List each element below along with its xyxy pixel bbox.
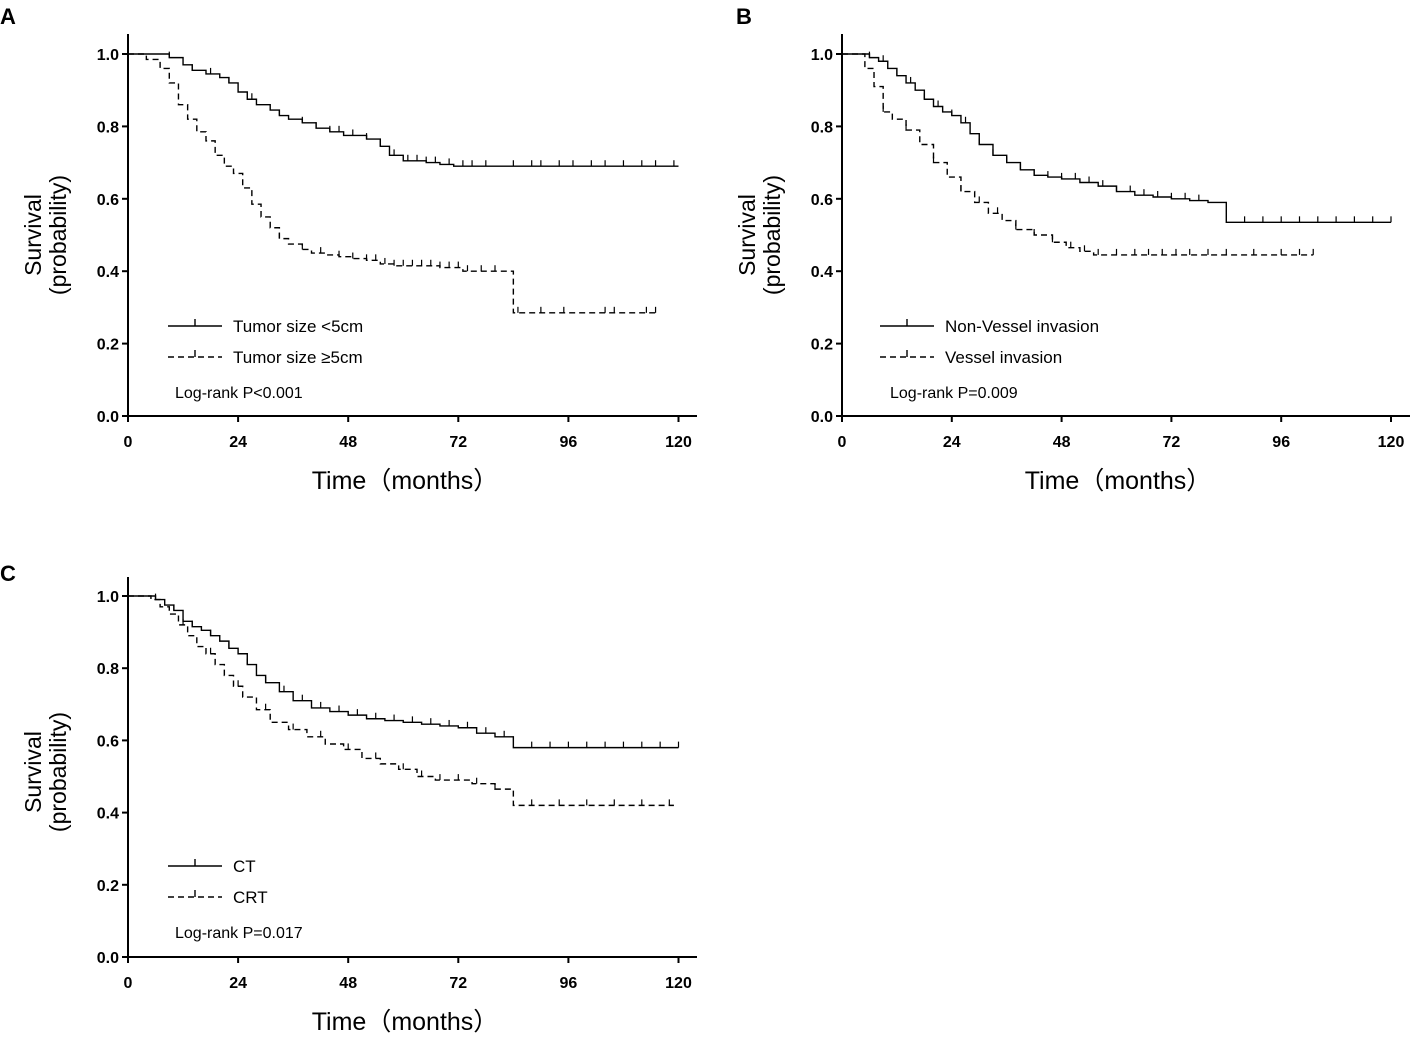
y-axis-label-line1: Survival (734, 194, 760, 276)
panel-c: C 0.0 0.2 0.4 0.6 0.8 1.0 0 24 48 72 96 120 Surviv… (0, 561, 697, 1036)
y-tick-label: 0.4 (97, 806, 119, 823)
km-curve-tumor-size-5cm (128, 53, 656, 314)
survival-curves (128, 593, 680, 807)
panel-b: B 0.0 0.2 0.4 0.6 0.8 1.0 0 24 48 72 96 120 Surviv… (734, 4, 1410, 495)
y-axis-label-line1: Survival (20, 731, 46, 813)
x-tick-label: 120 (1378, 434, 1405, 451)
y-tick-label: 0.0 (97, 950, 119, 967)
y-axis-label-line2: (probability) (45, 175, 71, 295)
legend-sample-tumor-size-ge5 (168, 350, 222, 358)
panel-a: A 0.0 0.2 0.4 0.6 0.8 1.0 0 24 48 72 96 120 Surviv… (0, 4, 697, 495)
y-tick-label: 0.6 (97, 733, 119, 750)
y-ticks: 0.0 0.2 0.4 0.6 0.8 1.0 (97, 589, 128, 967)
legend-label-crt: CRT (233, 888, 268, 907)
x-ticks: 0 24 48 72 96 120 (124, 416, 692, 451)
panel-letter: A (0, 4, 16, 29)
y-tick-label: 0.8 (97, 119, 119, 136)
x-tick-label: 24 (229, 434, 247, 451)
x-axis-label: Time（months） (312, 467, 499, 495)
legend-sample-vessel-invasion (880, 350, 934, 358)
survival-curves (842, 51, 1392, 256)
panel-letter: B (736, 4, 752, 29)
y-tick-label: 0.8 (97, 661, 119, 678)
x-tick-label: 0 (124, 434, 133, 451)
y-axis-label-line2: (probability) (759, 175, 785, 295)
log-rank-p-value: Log-rank P=0.017 (175, 925, 303, 942)
y-tick-label: 0.8 (811, 119, 833, 136)
log-rank-p-value: Log-rank P<0.001 (175, 385, 303, 402)
y-tick-label: 1.0 (97, 47, 119, 64)
y-axis-label: Survival (probability) (20, 175, 71, 295)
x-tick-label: 96 (560, 975, 578, 992)
y-tick-label: 1.0 (97, 589, 119, 606)
x-tick-label: 0 (124, 975, 133, 992)
y-tick-label: 0.6 (811, 192, 833, 209)
legend-sample-ct (168, 859, 222, 867)
legend-sample-tumor-size-lt5 (168, 319, 222, 327)
x-axis-label: Time（months） (312, 1008, 499, 1036)
x-tick-label: 72 (449, 975, 467, 992)
y-tick-label: 0.2 (97, 878, 119, 895)
x-ticks: 0 24 48 72 96 120 (838, 416, 1405, 451)
y-axis-label: Survival (probability) (20, 712, 71, 832)
y-tick-label: 0.0 (811, 409, 833, 426)
x-tick-label: 96 (1272, 434, 1290, 451)
legend-sample-crt (168, 890, 222, 898)
km-curve-crt (128, 595, 674, 807)
x-tick-label: 72 (449, 434, 467, 451)
legend: Tumor size <5cm Tumor size ≥5cm (168, 317, 363, 367)
y-tick-label: 0.4 (97, 264, 119, 281)
legend-sample-non-vessel-invasion (880, 319, 934, 327)
x-tick-label: 72 (1163, 434, 1181, 451)
x-axis-label: Time（months） (1025, 467, 1212, 495)
x-tick-label: 120 (665, 434, 692, 451)
x-tick-label: 24 (229, 975, 247, 992)
legend-label-tumor-size-ge5: Tumor size ≥5cm (233, 348, 363, 367)
y-tick-label: 0.6 (97, 192, 119, 209)
legend: CT CRT (168, 857, 268, 907)
legend-label-vessel-invasion: Vessel invasion (945, 348, 1062, 367)
y-axis-label: Survival (probability) (734, 175, 785, 295)
legend-label-ct: CT (233, 857, 256, 876)
legend-label-non-vessel-invasion: Non-Vessel invasion (945, 317, 1099, 336)
panel-letter: C (0, 561, 16, 586)
y-axis-label-line2: (probability) (45, 712, 71, 832)
x-tick-label: 24 (943, 434, 961, 451)
x-ticks: 0 24 48 72 96 120 (124, 957, 692, 992)
y-tick-label: 1.0 (811, 47, 833, 64)
x-tick-label: 48 (339, 434, 357, 451)
y-ticks: 0.0 0.2 0.4 0.6 0.8 1.0 (97, 47, 128, 426)
log-rank-p-value: Log-rank P=0.009 (890, 385, 1018, 402)
y-tick-label: 0.0 (97, 409, 119, 426)
y-tick-label: 0.4 (811, 264, 833, 281)
legend: Non-Vessel invasion Vessel invasion (880, 317, 1099, 367)
y-tick-label: 0.2 (97, 337, 119, 354)
x-tick-label: 48 (1053, 434, 1071, 451)
x-tick-label: 48 (339, 975, 357, 992)
y-ticks: 0.0 0.2 0.4 0.6 0.8 1.0 (811, 47, 842, 426)
legend-label-tumor-size-lt5: Tumor size <5cm (233, 317, 363, 336)
x-tick-label: 120 (665, 975, 692, 992)
survival-curves (128, 51, 679, 314)
x-tick-label: 96 (560, 434, 578, 451)
y-tick-label: 0.2 (811, 337, 833, 354)
y-axis-label-line1: Survival (20, 194, 46, 276)
km-curve-vessel-invasion (842, 53, 1314, 256)
x-tick-label: 0 (838, 434, 847, 451)
